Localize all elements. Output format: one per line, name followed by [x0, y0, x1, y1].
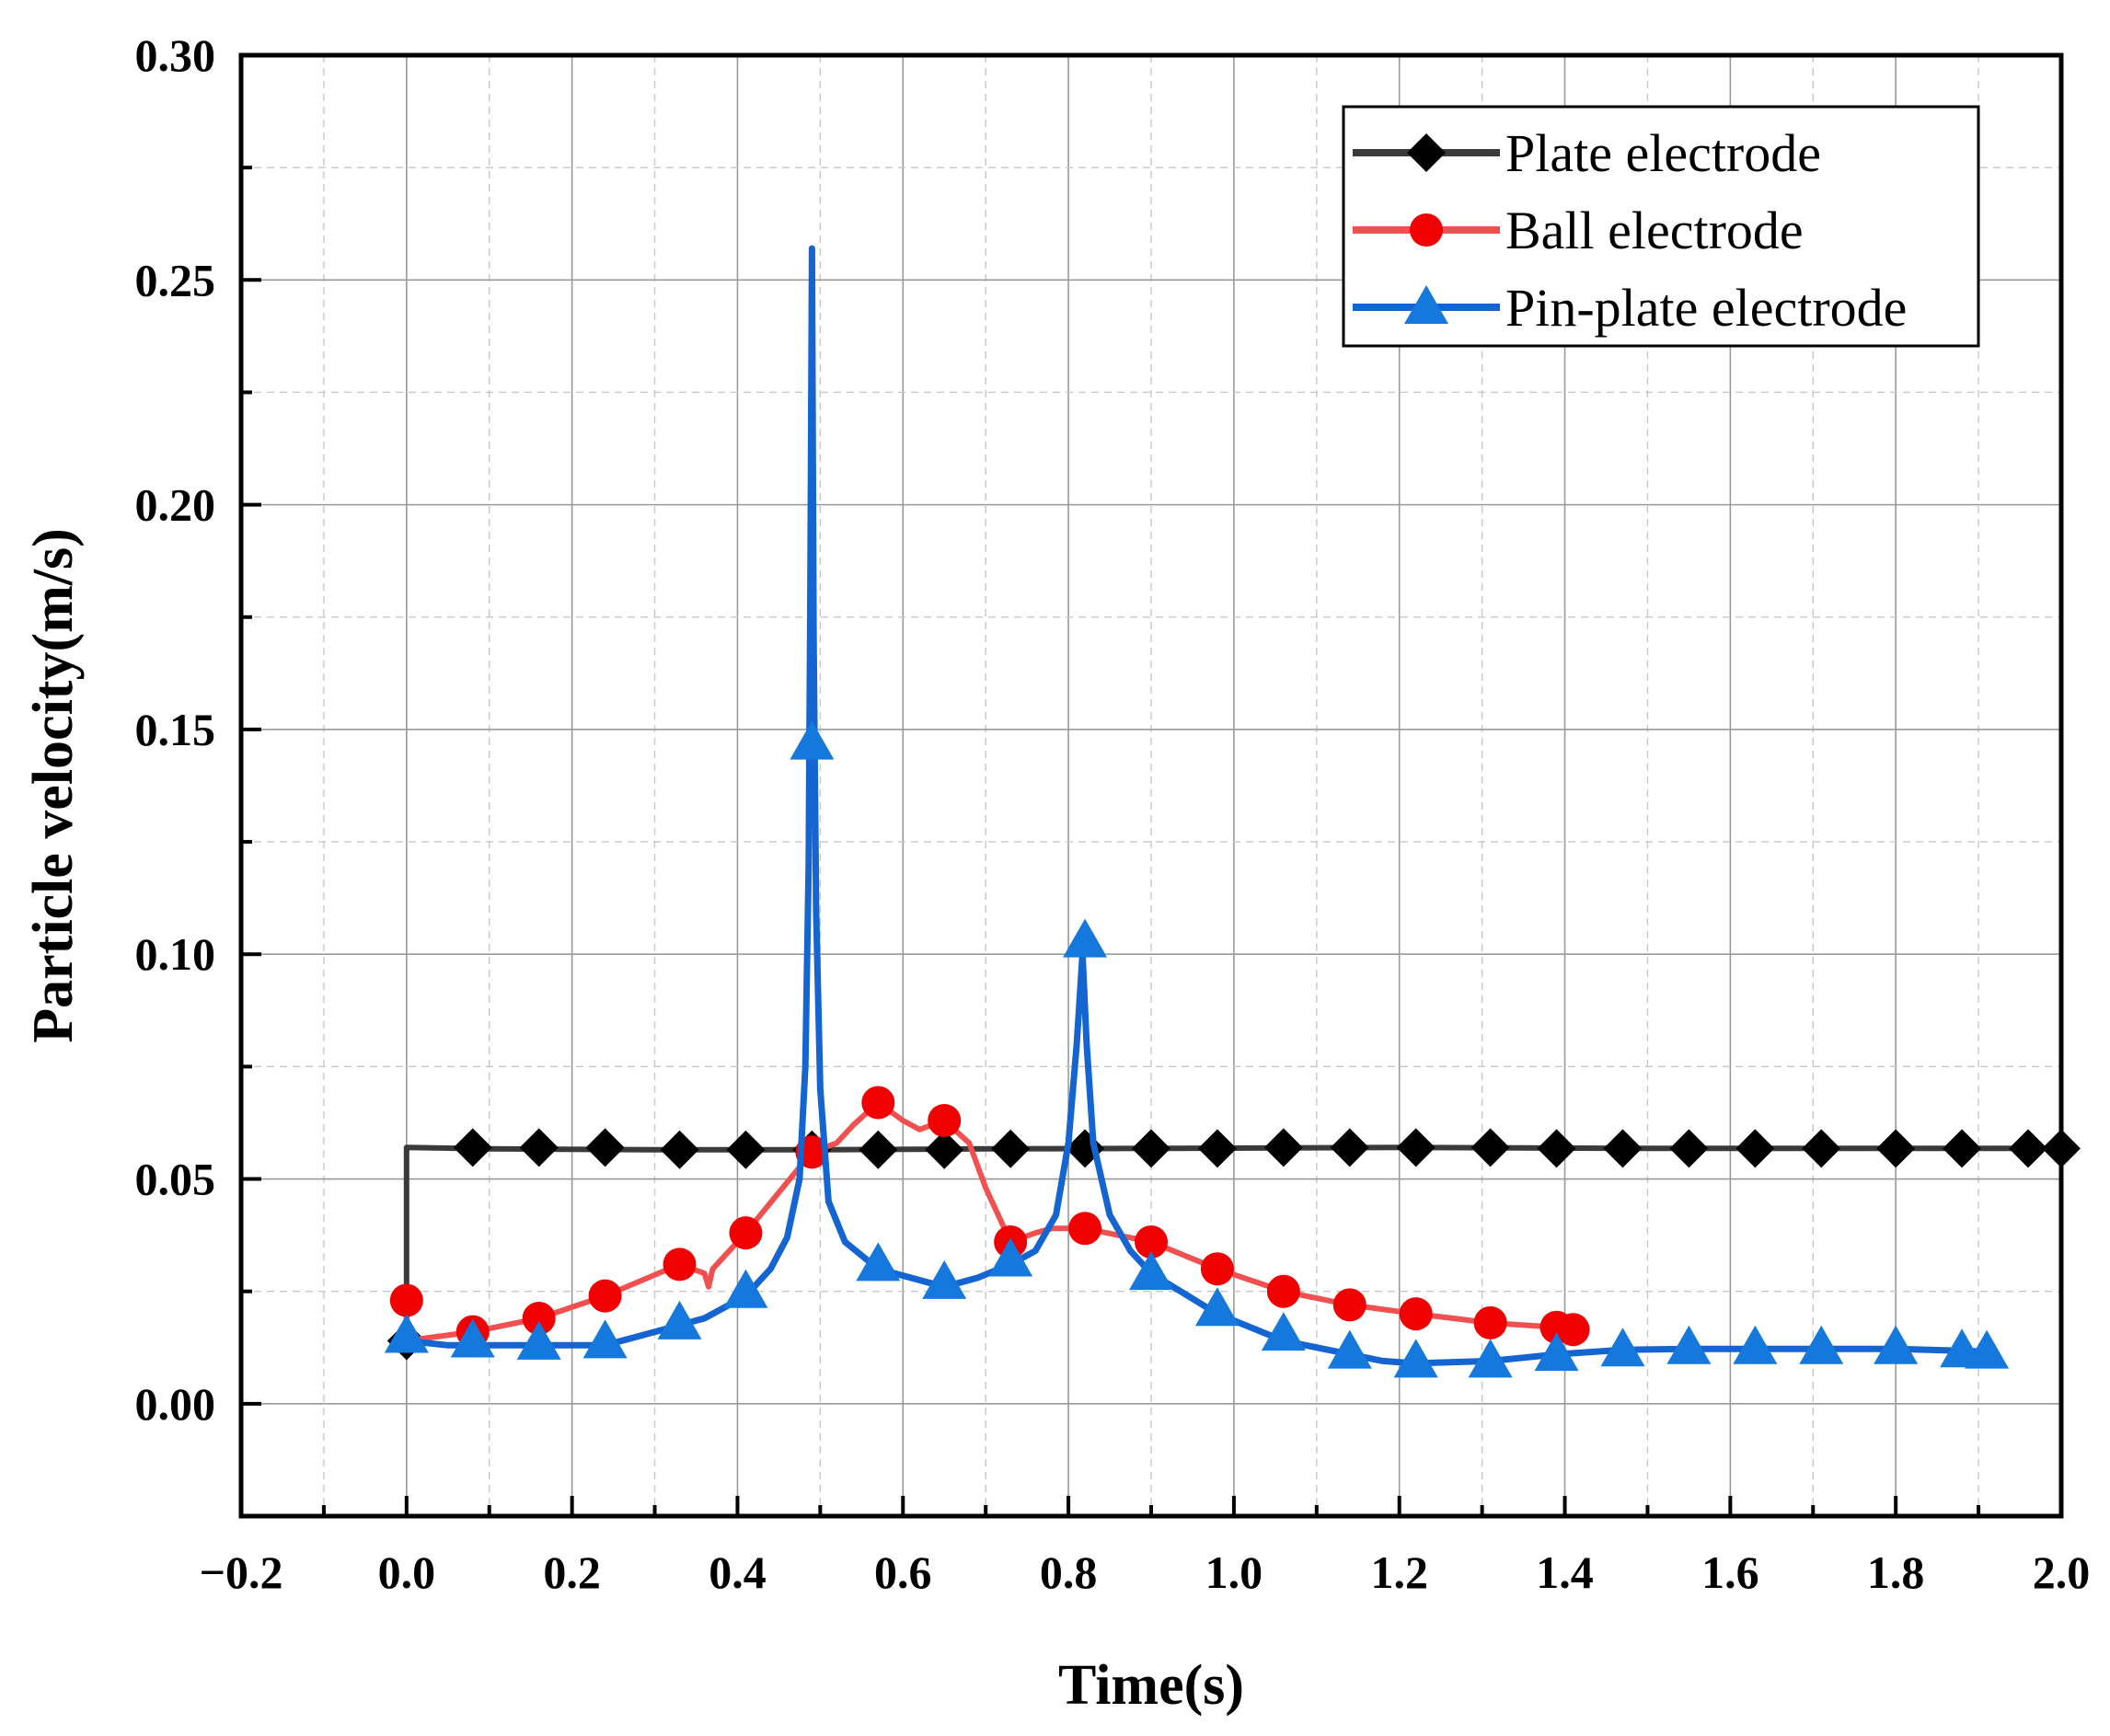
x-tick-label: 1.4: [1536, 1546, 1594, 1598]
x-tick-label: 1.0: [1205, 1546, 1263, 1598]
x-tick-label: 0.6: [874, 1546, 932, 1598]
x-tick-label: 0.0: [378, 1546, 436, 1598]
data-point-ball: [861, 1086, 894, 1119]
data-point-ball: [928, 1104, 961, 1137]
x-tick-label: 0.4: [709, 1546, 767, 1598]
x-tick-label: 1.8: [1867, 1546, 1925, 1598]
x-tick-label: −0.2: [200, 1546, 283, 1598]
legend-label-ball: Ball electrode: [1505, 201, 1804, 260]
legend-label-pin-plate: Pin-plate electrode: [1505, 278, 1907, 338]
data-point-ball: [1201, 1252, 1234, 1285]
data-point-ball: [1333, 1288, 1366, 1321]
data-point-ball: [1474, 1306, 1507, 1339]
x-axis-title: Time(s): [1058, 1654, 1244, 1717]
y-tick-label: 0.15: [135, 704, 216, 755]
data-point-ball: [729, 1216, 762, 1249]
y-axis-title: Particle velocity(m/s): [22, 528, 85, 1042]
x-tick-label: 2.0: [2033, 1546, 2091, 1598]
legend: Plate electrode Ball electrode Pin-plate…: [1343, 107, 1978, 346]
legend-marker-ball: [1410, 213, 1443, 247]
legend-marker-shape: [1410, 213, 1443, 247]
y-tick-label: 0.20: [135, 479, 216, 531]
y-tick-label: 0.30: [135, 29, 216, 81]
data-point-ball: [1400, 1297, 1433, 1330]
data-point-ball: [1267, 1275, 1300, 1308]
x-tick-label: 0.2: [543, 1546, 601, 1598]
x-tick-label: 0.8: [1040, 1546, 1098, 1598]
legend-label-plate: Plate electrode: [1505, 123, 1821, 183]
x-tick-label: 1.6: [1701, 1546, 1759, 1598]
chart: −0.2 0.0 0.2 0.4 0.6 0.8 1.0 1.2 1.4 1.6 1.8 2.0 0.0…: [0, 0, 2110, 1736]
y-tick-label: 0.05: [135, 1154, 216, 1205]
y-tick-label: 0.25: [135, 254, 216, 305]
y-tick-label: 0.00: [135, 1378, 216, 1430]
x-tick-label: 1.2: [1370, 1546, 1428, 1598]
data-point-ball: [390, 1283, 423, 1316]
y-tick-label: 0.10: [135, 928, 216, 980]
data-point-ball: [589, 1280, 622, 1313]
data-point-ball: [663, 1247, 697, 1281]
data-point-ball: [1068, 1212, 1101, 1245]
